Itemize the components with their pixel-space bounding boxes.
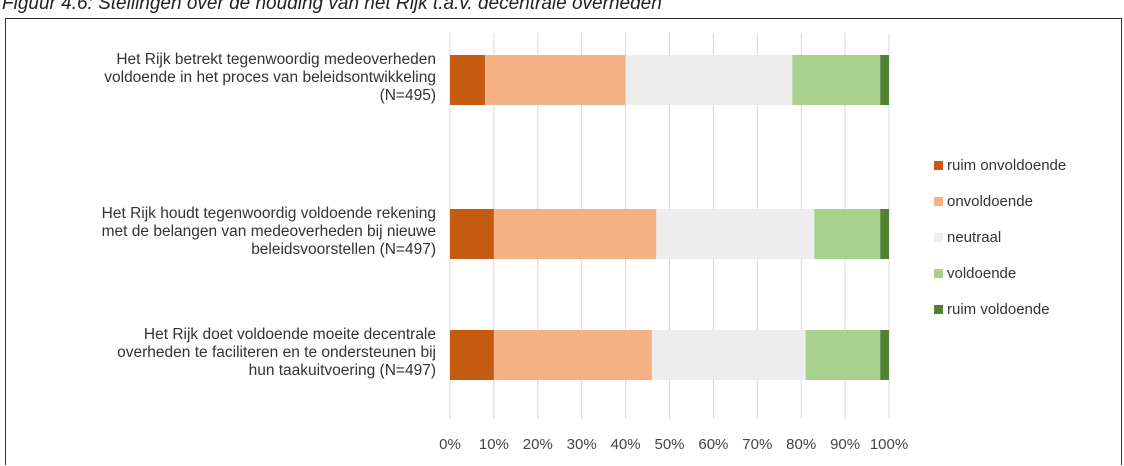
category-label: Het Rijk houdt tegenwoordig voldoende re… (24, 205, 436, 259)
bar-segment-voldoende (805, 330, 881, 380)
category-label-line: Het Rijk houdt tegenwoordig voldoende re… (101, 205, 436, 222)
x-tick-label: 60% (698, 436, 728, 453)
category-label-line: beleidsvoorstellen (N=497) (251, 241, 436, 258)
bar-segment-onvoldoende (493, 209, 657, 259)
legend-item: voldoende (934, 263, 1016, 283)
legend-swatch (934, 268, 943, 278)
bar-segment-voldoende (792, 55, 881, 105)
x-tick-label: 80% (786, 436, 816, 453)
bar-segment-onvoldoende (493, 330, 652, 380)
legend-swatch (934, 232, 943, 242)
legend-swatch (934, 304, 943, 314)
chart-frame: 0% 10% 20% 30% 40% 50% 60% 70% 80% 90% 100% Het Ri… (5, 18, 1122, 465)
x-tick-label: 10% (479, 436, 509, 453)
legend-label: ruim voldoende (947, 300, 1050, 318)
x-tick-label: 40% (611, 436, 641, 453)
bar-segment-voldoende (814, 209, 881, 259)
bar-segment-ruim-onvoldoende (450, 330, 494, 380)
category-label-line: overheden te faciliteren en te ondersteu… (117, 344, 436, 361)
x-tick-label: 30% (567, 436, 597, 453)
category-label-line: hun taakuitvoering (N=497) (248, 362, 436, 379)
category-label-line: (N=495) (379, 87, 436, 104)
bar-segment-ruim-onvoldoende (450, 55, 486, 105)
legend-item: neutraal (934, 227, 1001, 247)
x-tick-label: 20% (523, 436, 553, 453)
legend-item: onvoldoende (934, 191, 1033, 211)
chart-plot: 0% 10% 20% 30% 40% 50% 60% 70% 80% 90% 100% (439, 33, 908, 453)
category-label-line: Het Rijk doet voldoende moeite decentral… (143, 326, 436, 343)
legend-swatch (934, 196, 943, 206)
bar-segment-neutraal (625, 55, 793, 105)
x-tick-label: 90% (830, 436, 860, 453)
legend-label: neutraal (947, 228, 1002, 246)
x-tick-label: 50% (654, 436, 684, 453)
bar-segment-neutraal (651, 330, 806, 380)
bar-segment-ruim-voldoende (880, 55, 889, 105)
x-tick-label: 100% (870, 436, 908, 453)
legend-item: ruim voldoende (934, 299, 1050, 319)
legend-label: ruim onvoldoende (947, 156, 1067, 174)
legend-swatch (934, 160, 943, 170)
category-label-line: voldoende in het proces van beleidsontwi… (104, 69, 436, 86)
category-label: Het Rijk doet voldoende moeite decentral… (24, 326, 436, 380)
category-label-line: met de belangen van medeoverheden bij ni… (101, 223, 436, 240)
x-tick-label: 0% (439, 436, 461, 453)
bar-segment-ruim-voldoende (880, 330, 889, 380)
legend-label: onvoldoende (947, 192, 1033, 210)
category-label-line: Het Rijk betrekt tegenwoordig medeoverhe… (116, 51, 436, 68)
figure-caption: Figuur 4.6: Stellingen over de houding v… (2, 0, 662, 14)
bar-segment-ruim-voldoende (880, 209, 889, 259)
category-label: Het Rijk betrekt tegenwoordig medeoverhe… (24, 51, 436, 105)
x-tick-label: 70% (742, 436, 772, 453)
bar-segment-neutraal (656, 209, 815, 259)
bar-segment-ruim-onvoldoende (450, 209, 494, 259)
legend-label: voldoende (947, 264, 1017, 282)
bar-segment-onvoldoende (485, 55, 626, 105)
legend-item: ruim onvoldoende (934, 155, 1066, 175)
